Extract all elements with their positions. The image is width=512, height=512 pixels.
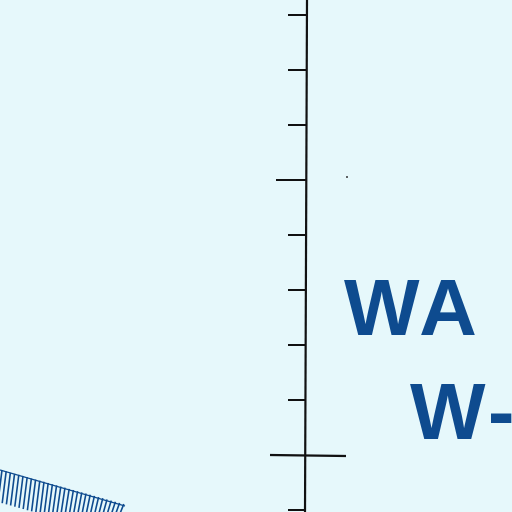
hachure-stroke: [14, 474, 20, 507]
hachure-stroke: [98, 498, 104, 512]
hachure-stroke: [73, 491, 79, 512]
hachure-stroke: [68, 489, 75, 512]
hachure-stroke: [60, 487, 66, 512]
hachure-stroke: [30, 479, 37, 512]
hachure-stroke: [102, 499, 108, 512]
hachure-stroke: [43, 482, 49, 512]
map-dot: [346, 176, 348, 178]
area-label-line2: W-: [410, 367, 512, 456]
hachure-stroke: [35, 480, 41, 512]
hachure-stroke: [9, 473, 16, 506]
area-label-line1: WA: [344, 263, 481, 352]
hachure-stroke: [64, 488, 70, 512]
hatch-edge: [0, 469, 126, 507]
hachure-stroke: [94, 496, 100, 512]
hachure-stroke: [81, 493, 87, 512]
hachure-stroke: [5, 472, 12, 505]
hachure-stroke: [90, 495, 96, 512]
hachure-stroke: [0, 469, 3, 493]
hachure-stroke: [52, 485, 58, 512]
hachure-stroke: [77, 492, 83, 512]
hachure-stroke: [85, 494, 91, 512]
parallel-crossline: [269, 453, 347, 458]
hachure-stroke: [47, 484, 54, 512]
hachure-stroke: [18, 475, 24, 508]
hatched-boundary-band: [0, 469, 126, 512]
hachure-stroke: [26, 478, 33, 511]
hachure-stroke: [1, 471, 7, 504]
hachure-stroke: [22, 476, 28, 510]
hachure-stroke: [56, 486, 62, 512]
hachure-stroke: [39, 481, 45, 512]
meridian-line: [303, 0, 309, 512]
